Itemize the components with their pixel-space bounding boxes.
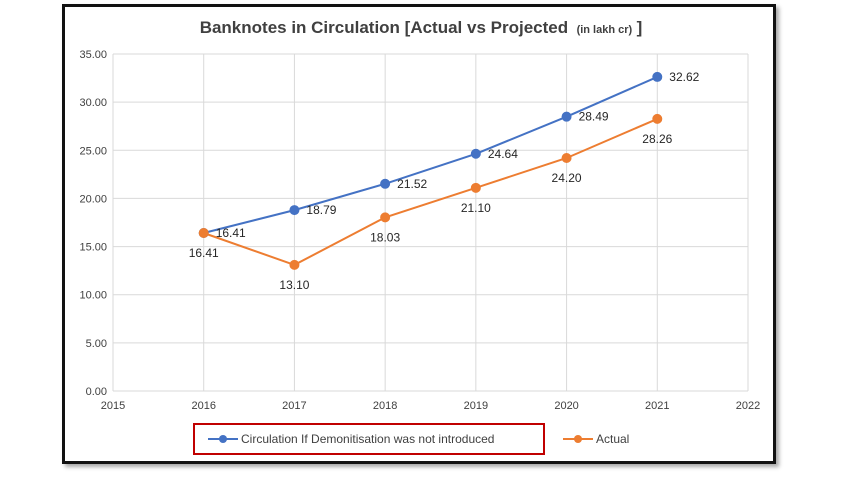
data-label: 16.41 (216, 226, 246, 240)
x-tick-label: 2015 (101, 400, 125, 412)
data-label: 24.20 (552, 171, 582, 185)
y-tick-label: 30.00 (79, 97, 107, 109)
data-labels: 16.41 18.79 21.52 24.64 28.49 32.62 16.41 13.10… (189, 70, 700, 292)
x-tick-label: 2020 (554, 400, 578, 412)
legend-highlight-box (193, 423, 545, 455)
y-tick-label: 0.00 (86, 386, 107, 398)
x-tick-label: 2018 (373, 400, 397, 412)
data-point (198, 227, 209, 238)
data-point (380, 212, 391, 223)
data-label: 28.49 (579, 110, 609, 124)
legend-marker (574, 435, 582, 443)
chart-title: Banknotes in Circulation [Actual vs Proj… (200, 18, 643, 37)
series-line-0 (203, 75, 658, 234)
data-label: 13.10 (279, 278, 309, 292)
data-label: 21.52 (397, 177, 427, 191)
series-line-1 (203, 117, 658, 266)
axes: 0.00 5.00 10.00 15.00 20.00 25.00 30.00 35.00 20… (79, 49, 760, 412)
data-point (561, 152, 572, 163)
legend-marker (219, 435, 227, 443)
data-label: 24.64 (488, 147, 518, 161)
x-tick-label: 2016 (191, 400, 215, 412)
data-label: 18.03 (370, 230, 400, 244)
data-label: 32.62 (669, 70, 699, 84)
x-tick-label: 2022 (736, 400, 760, 412)
series (198, 71, 663, 270)
legend: Circulation If Demonitisation was not in… (193, 423, 629, 455)
data-point (289, 205, 300, 216)
y-tick-label: 15.00 (79, 242, 107, 254)
data-point (561, 111, 572, 122)
data-point (470, 182, 481, 193)
chart-title-unit: (in lakh cr) (577, 24, 633, 36)
y-tick-label: 10.00 (79, 290, 107, 302)
data-point (652, 113, 663, 124)
data-point (380, 178, 391, 189)
legend-label: Actual (596, 432, 629, 446)
data-point (470, 148, 481, 159)
x-tick-label: 2017 (282, 400, 306, 412)
data-label: 28.26 (642, 132, 672, 146)
chart-title-close: ] (637, 18, 643, 37)
data-point (289, 259, 300, 270)
y-tick-label: 35.00 (79, 49, 107, 61)
legend-label: Circulation If Demonitisation was not in… (241, 432, 494, 446)
grid (112, 53, 749, 392)
data-label: 16.41 (189, 246, 219, 260)
x-tick-label: 2021 (645, 400, 669, 412)
y-tick-label: 20.00 (79, 193, 107, 205)
data-label: 18.79 (306, 203, 336, 217)
x-tick-label: 2019 (464, 400, 488, 412)
data-label: 21.10 (461, 201, 491, 215)
chart-title-main: Banknotes in Circulation [Actual vs Proj… (200, 18, 568, 37)
y-tick-label: 25.00 (79, 145, 107, 157)
y-tick-label: 5.00 (86, 338, 107, 350)
data-point (652, 71, 663, 82)
